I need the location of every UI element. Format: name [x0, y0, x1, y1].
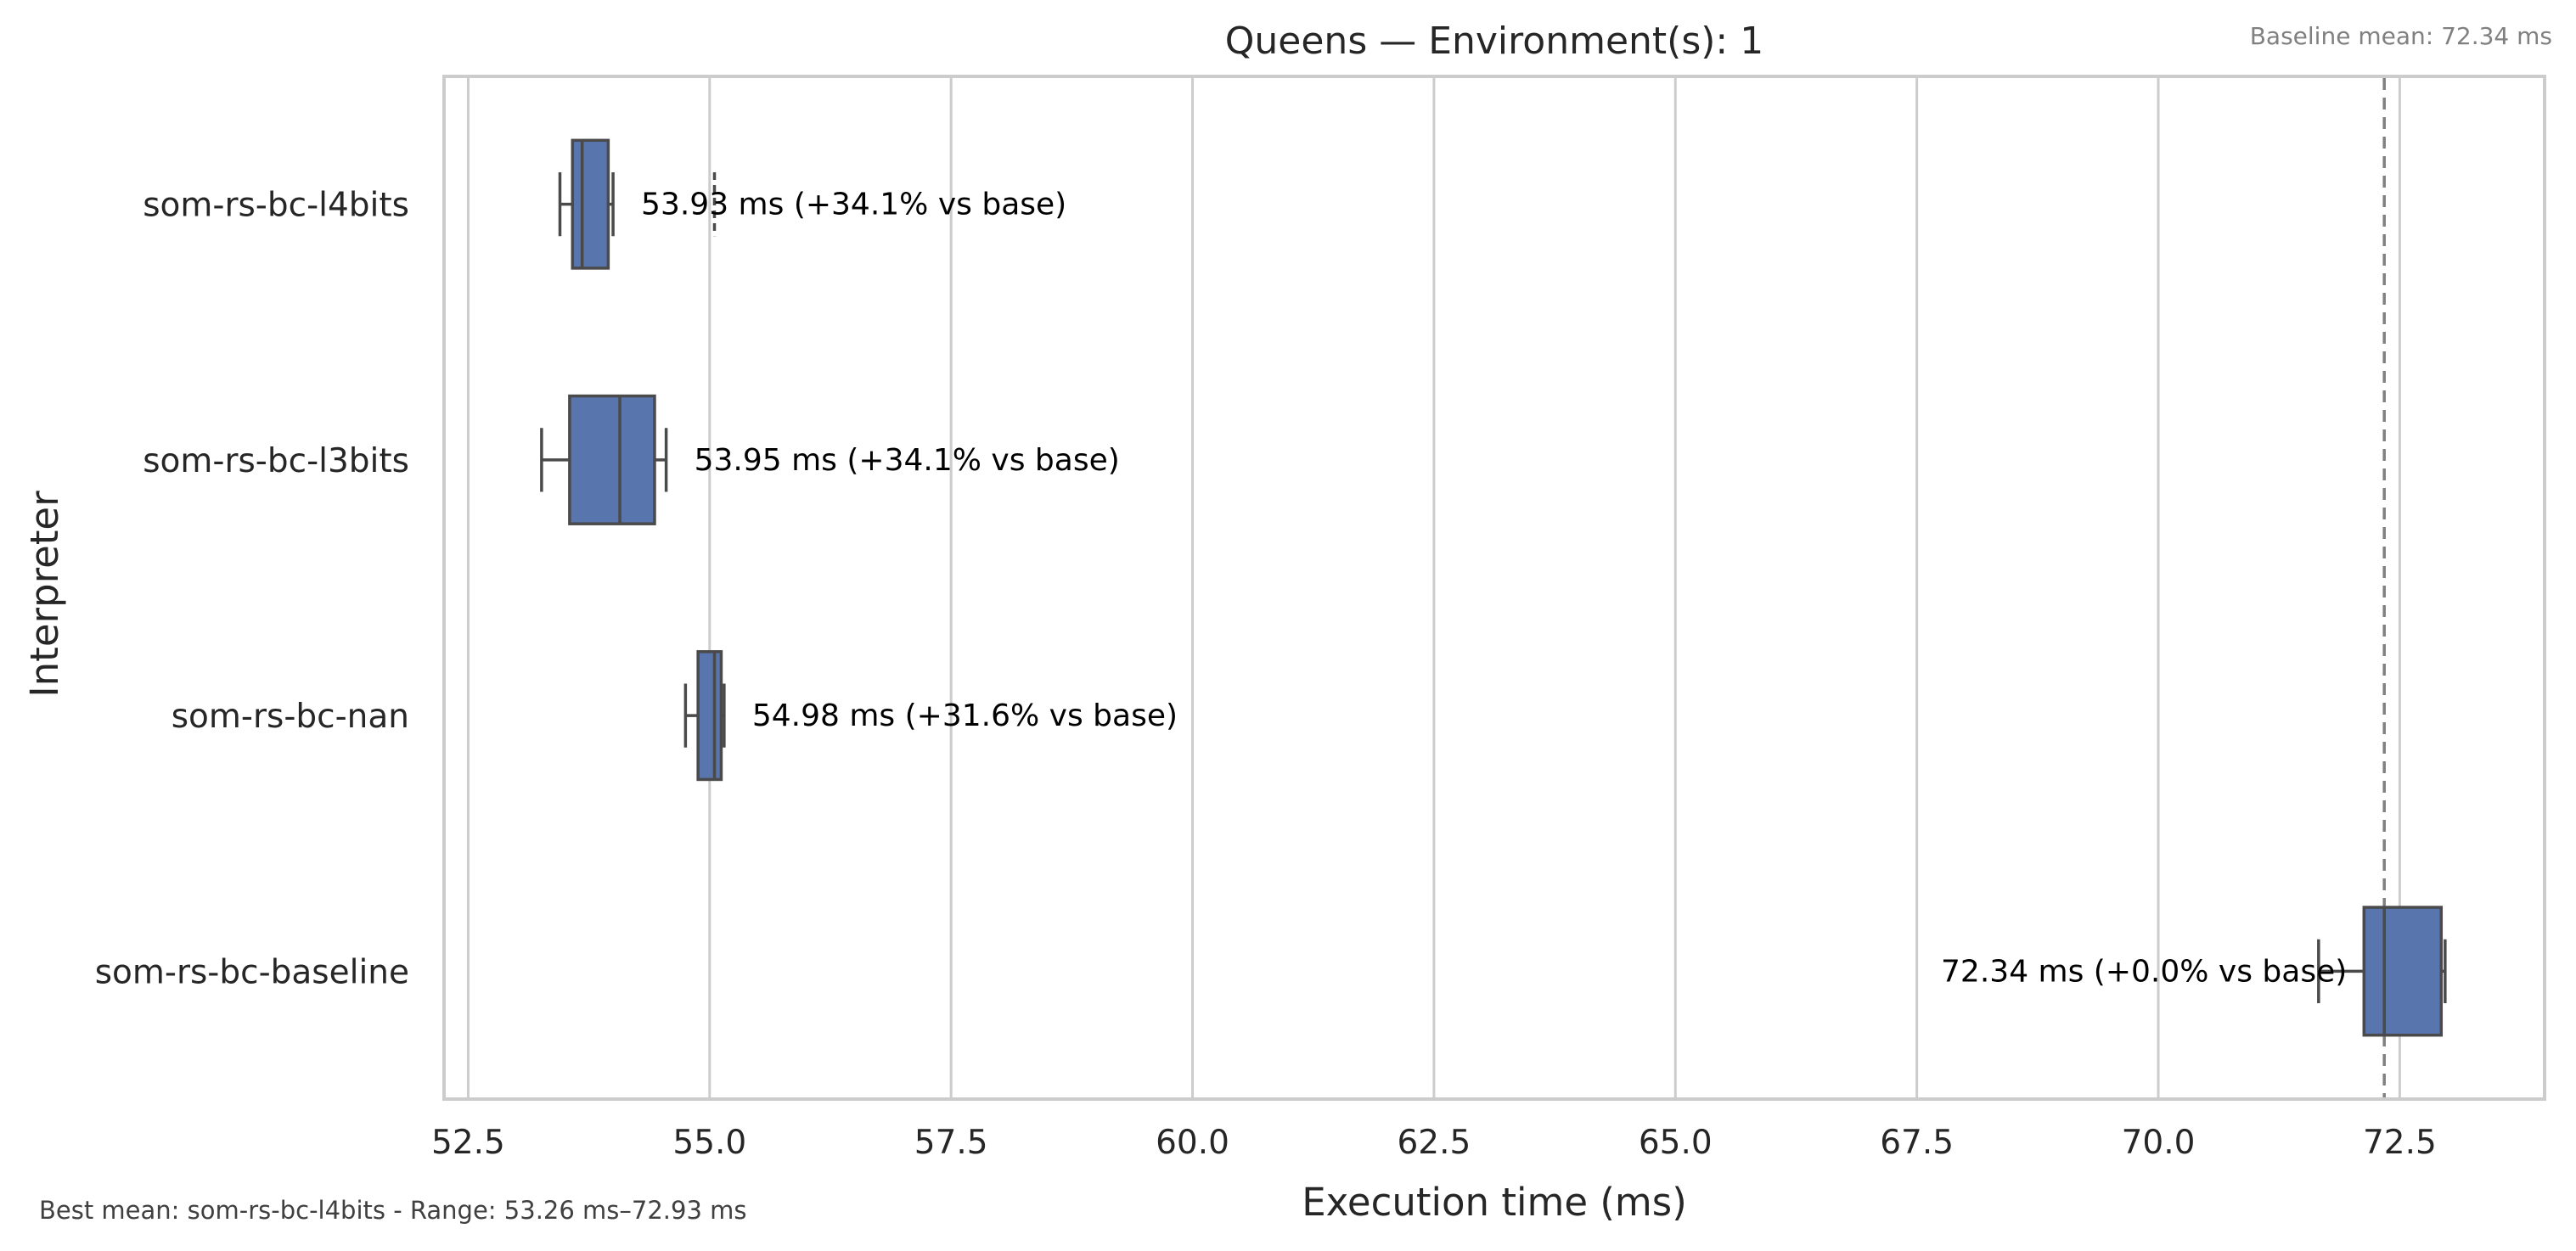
footer-note: Best mean: som-rs-bc-l4bits - Range: 53.…: [39, 1196, 747, 1225]
x-tick-label: 65.0: [1639, 1124, 1713, 1162]
box-som-rs-bc-l3bits: [540, 394, 668, 525]
x-tick-label: 62.5: [1397, 1124, 1471, 1162]
y-axis-ticks: som-rs-bc-l4bits som-rs-bc-l3bits som-rs-b…: [95, 187, 409, 992]
x-tick-label: 52.5: [431, 1124, 505, 1162]
box-som-rs-bc-l4bits: [558, 138, 717, 270]
grid-lines: [466, 78, 2401, 1097]
box-iqr: [568, 394, 656, 525]
chart-title: Queens — Environment(s): 1: [1225, 20, 1763, 63]
x-axis-label: Execution time (ms): [1302, 1180, 1687, 1225]
y-axis-label: Interpreter: [22, 491, 67, 698]
x-tick-label: 57.5: [914, 1124, 988, 1162]
plot-area: [442, 75, 2546, 1101]
baseline-mean-label: Baseline mean: 72.34 ms: [2250, 22, 2552, 50]
x-tick-label: 70.0: [2122, 1124, 2196, 1162]
mean-annotation: 54.98 ms (+31.6% vs base): [752, 698, 1178, 733]
box-som-rs-bc-nan: [683, 650, 726, 782]
y-tick-label: som-rs-bc-baseline: [95, 953, 409, 991]
y-tick-label: som-rs-bc-l3bits: [143, 442, 409, 480]
x-tick-label: 55.0: [672, 1124, 746, 1162]
box-series: [540, 138, 2447, 1037]
mean-annotations: 53.93 ms (+34.1% vs base) 53.95 ms (+34.1…: [641, 188, 2347, 990]
x-axis-ticks: 52.5 55.0 57.5 60.0 62.5 65.0 67.5 70.0 72.5: [431, 1124, 2437, 1162]
y-tick-label: som-rs-bc-l4bits: [143, 187, 409, 225]
x-tick-label: 60.0: [1156, 1124, 1229, 1162]
box-som-rs-bc-baseline: [2317, 906, 2447, 1037]
x-tick-label: 67.5: [1880, 1124, 1954, 1162]
mean-annotation: 53.93 ms (+34.1% vs base): [641, 188, 1066, 222]
x-tick-label: 72.5: [2363, 1124, 2437, 1162]
mean-annotation: 53.95 ms (+34.1% vs base): [695, 443, 1120, 478]
mean-annotation: 72.34 ms (+0.0% vs base): [1941, 954, 2347, 989]
y-tick-label: som-rs-bc-nan: [172, 698, 409, 736]
box-iqr: [571, 138, 610, 270]
box-iqr: [2362, 906, 2444, 1037]
box-iqr: [696, 650, 723, 782]
